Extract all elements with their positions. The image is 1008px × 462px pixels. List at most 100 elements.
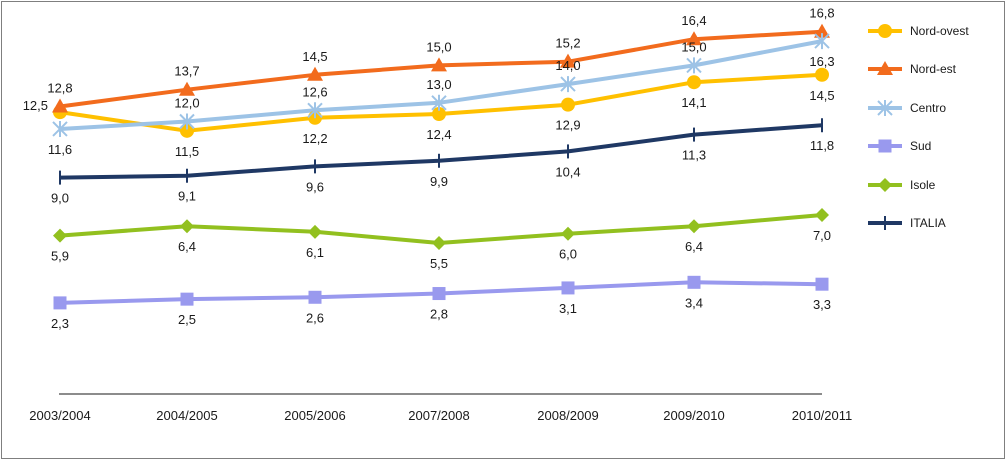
data-label-centro-2: 12,0 xyxy=(174,96,199,111)
data-label-isole-6: 6,4 xyxy=(685,239,703,254)
marker-centro-6 xyxy=(686,57,702,74)
x-tick-label-3: 2005/2006 xyxy=(284,408,345,423)
data-label-sud-2: 2,5 xyxy=(178,312,196,327)
marker-centro-2 xyxy=(179,113,195,130)
legend-label-italia: ITALIA xyxy=(910,216,946,230)
data-label-nord-ovest-4: 12,4 xyxy=(426,127,451,142)
legend-marker-sud xyxy=(878,139,892,153)
legend-item-nord-est: Nord-est xyxy=(868,61,957,76)
x-tick-label-7: 2010/2011 xyxy=(792,408,853,423)
x-tick-label-4: 2007/2008 xyxy=(408,408,469,423)
marker-nord-est-2 xyxy=(179,81,195,96)
marker-sud-4 xyxy=(432,287,446,301)
data-label-centro-5: 14,0 xyxy=(555,58,580,73)
legend-item-isole: Isole xyxy=(868,178,936,192)
data-label-italia-7: 11,8 xyxy=(810,138,834,153)
legend-label-sud: Sud xyxy=(910,139,931,153)
data-label-nord-est-6: 16,4 xyxy=(681,13,706,28)
data-label-nord-est-3: 14,5 xyxy=(302,49,327,64)
data-label-nord-est-7: 16,8 xyxy=(809,6,834,21)
data-label-italia-1: 9,0 xyxy=(51,191,69,206)
marker-isole-4 xyxy=(432,236,446,251)
legend-marker-centro xyxy=(877,100,893,116)
marker-nord-est-3 xyxy=(307,66,323,81)
data-label-sud-3: 2,6 xyxy=(306,310,324,325)
marker-nord-est-6 xyxy=(686,31,702,46)
data-label-isole-3: 6,1 xyxy=(306,245,324,260)
data-label-nord-ovest-2: 11,5 xyxy=(175,144,199,159)
data-label-nord-ovest-6: 14,1 xyxy=(681,95,706,110)
x-tick-label-6: 2009/2010 xyxy=(663,408,724,423)
legend-item-sud: Sud xyxy=(868,139,931,153)
data-label-nord-ovest-5: 12,9 xyxy=(555,118,580,133)
marker-isole-6 xyxy=(687,219,701,234)
legend-label-centro: Centro xyxy=(910,101,946,115)
marker-nord-est-1 xyxy=(52,98,68,113)
data-label-italia-3: 9,6 xyxy=(306,179,324,194)
data-label-nord-ovest-7: 14,5 xyxy=(809,88,834,103)
data-label-centro-6: 15,0 xyxy=(681,39,706,54)
marker-sud-3 xyxy=(308,290,322,304)
marker-nord-est-7 xyxy=(814,23,830,38)
marker-isole-5 xyxy=(561,226,575,241)
legend-marker-nord-est xyxy=(877,61,893,75)
data-label-nord-est-4: 15,0 xyxy=(426,39,451,54)
marker-nord-ovest-7 xyxy=(815,67,829,82)
data-label-italia-6: 11,3 xyxy=(682,148,706,163)
data-label-sud-4: 2,8 xyxy=(430,307,448,322)
data-label-centro-1: 11,6 xyxy=(48,142,72,157)
data-label-nord-ovest-1: 12,5 xyxy=(23,98,48,113)
legend-label-isole: Isole xyxy=(910,178,936,192)
x-tick-label-5: 2008/2009 xyxy=(537,408,598,423)
data-label-sud-1: 2,3 xyxy=(51,316,69,331)
marker-isole-3 xyxy=(308,224,322,239)
marker-nord-ovest-5 xyxy=(561,97,575,112)
data-label-italia-5: 10,4 xyxy=(555,164,580,179)
data-label-centro-4: 13,0 xyxy=(426,77,451,92)
data-labels: 12,5 11,5 12,2 12,4 12,9 14,1 14,5 12,8 13,7 14,5… xyxy=(23,6,835,331)
x-tick-label-2: 2004/2005 xyxy=(156,408,217,423)
marker-isole-1 xyxy=(53,228,67,243)
data-label-nord-est-1: 12,8 xyxy=(47,81,72,96)
marker-isole-2 xyxy=(180,219,194,234)
x-tick-label-1: 2003/2004 xyxy=(29,408,90,423)
marker-nord-est-4 xyxy=(431,57,447,72)
marker-sud-7 xyxy=(815,277,829,291)
legend-item-italia: ITALIA xyxy=(868,216,946,230)
legend: Nord-ovest Nord-est Centro Sud Isole ITALIA xyxy=(868,24,969,230)
x-axis-tick-labels: 2003/2004 2004/2005 2005/2006 2007/2008 2008… xyxy=(29,408,852,423)
marker-nord-ovest-6 xyxy=(687,75,701,90)
data-label-italia-4: 9,9 xyxy=(430,174,448,189)
data-label-isole-1: 5,9 xyxy=(51,249,69,264)
data-label-sud-7: 3,3 xyxy=(813,297,831,312)
marker-centro-7 xyxy=(814,33,830,50)
data-label-isole-2: 6,4 xyxy=(178,239,196,254)
legend-item-nord-ovest: Nord-ovest xyxy=(868,24,969,38)
legend-marker-nord-ovest xyxy=(878,24,892,38)
legend-item-centro: Centro xyxy=(868,100,946,116)
data-label-nord-est-5: 15,2 xyxy=(555,36,580,51)
data-label-isole-5: 6,0 xyxy=(559,247,577,262)
marker-centro-3 xyxy=(307,102,323,119)
data-label-isole-7: 7,0 xyxy=(813,228,831,243)
marker-sud-5 xyxy=(561,281,575,295)
data-label-centro-7: 16,3 xyxy=(809,54,834,69)
marker-sud-1 xyxy=(53,296,67,310)
series-markers xyxy=(52,23,830,310)
legend-label-nord-ovest: Nord-ovest xyxy=(910,24,969,38)
marker-nord-est-5 xyxy=(560,53,576,68)
marker-sud-6 xyxy=(687,275,701,289)
data-label-nord-est-2: 13,7 xyxy=(174,64,199,79)
marker-isole-7 xyxy=(815,208,829,222)
data-label-italia-2: 9,1 xyxy=(178,189,196,204)
marker-centro-5 xyxy=(560,76,576,93)
data-label-sud-6: 3,4 xyxy=(685,295,703,310)
marker-sud-2 xyxy=(180,292,194,306)
data-label-centro-3: 12,6 xyxy=(302,84,327,99)
data-label-sud-5: 3,1 xyxy=(559,301,577,316)
marker-nord-ovest-4 xyxy=(432,107,446,122)
legend-marker-isole xyxy=(878,178,892,192)
marker-nord-ovest-2 xyxy=(180,123,194,138)
